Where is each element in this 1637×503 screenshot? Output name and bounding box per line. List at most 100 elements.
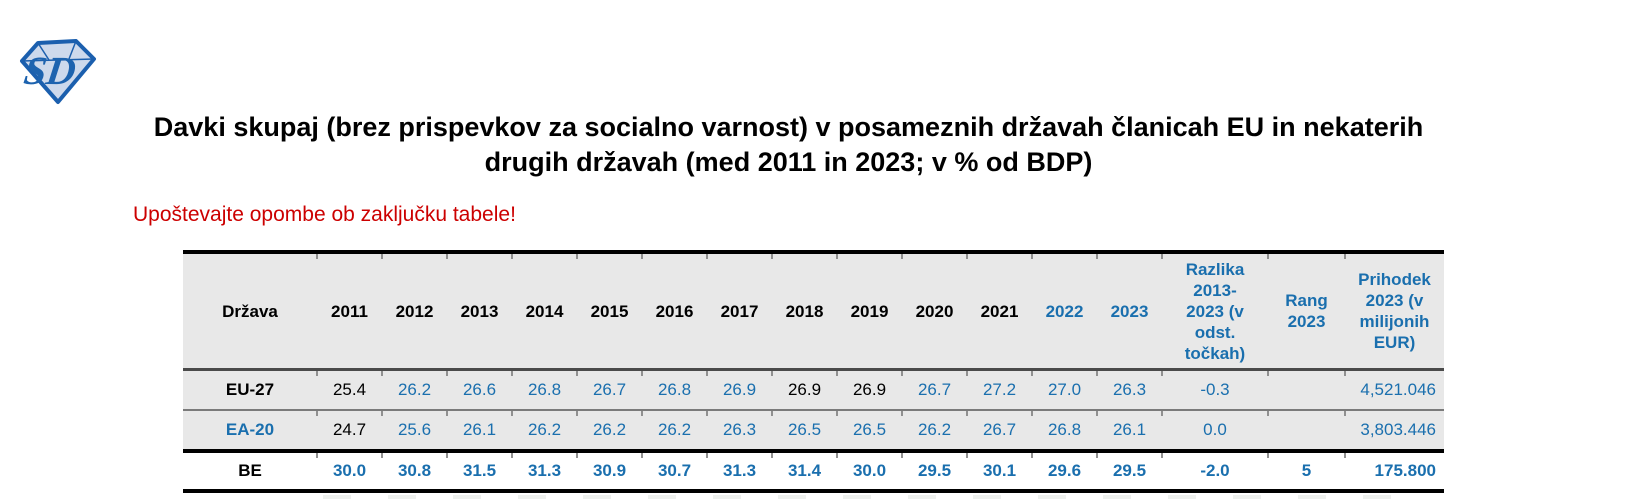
sd-logo: SD (19, 39, 97, 105)
data-cell-ea-20-y2018: 26.5 (771, 411, 837, 449)
header-cell-line: 2013- (1193, 280, 1237, 300)
header-cell-line: 2020 (915, 301, 954, 321)
header-cell-line: 2023 (v (1186, 301, 1244, 321)
data-cell-eu-27-y2012: 26.2 (381, 371, 447, 409)
data-cell-ea-20-rang (1267, 411, 1345, 449)
header-cell-line: 2015 (590, 301, 629, 321)
data-cell-eu-27-y2014: 26.8 (511, 371, 577, 409)
clipped-next-row-text (323, 495, 1424, 499)
header-cell-line: 2012 (395, 301, 434, 321)
header-cell-y2014: 2014 (511, 254, 577, 368)
header-cell-line: Rang (1285, 291, 1328, 310)
data-cell-ea-20-y2014: 26.2 (511, 411, 577, 449)
logo-letters: SD (21, 48, 78, 93)
header-cell-line: 2021 (980, 301, 1019, 321)
header-cell-y2013: 2013 (446, 254, 512, 368)
header-cell-line: 2011 (331, 301, 368, 321)
header-cell-rang: Rang 2023 (1267, 254, 1345, 368)
header-cell-line: EUR) (1373, 333, 1416, 352)
data-cell-ea-20-y2017: 26.3 (706, 411, 772, 449)
header-cell-y2021: 2021 (966, 254, 1032, 368)
data-cell-be-y2016: 30.7 (641, 453, 707, 489)
row-label-be: BE (238, 461, 262, 480)
header-cell-y2020: 2020 (901, 254, 967, 368)
data-cell-be-prihodek: 175.800 (1344, 453, 1444, 489)
header-cell-drzava: Država (183, 254, 317, 368)
data-cell-ea-20-y2012: 25.6 (381, 411, 447, 449)
data-cell-eu-27-y2019: 26.9 (836, 371, 902, 409)
data-cell-ea-20-y2019: 26.5 (836, 411, 902, 449)
data-cell-ea-20-y2021: 26.7 (966, 411, 1032, 449)
header-cell-line: Država (222, 301, 278, 321)
data-cell-eu-27-y2023: 26.3 (1096, 371, 1162, 409)
header-cell-line: milijonih (1359, 312, 1430, 331)
header-separator (183, 368, 1444, 371)
header-cell-y2023: 2023 (1096, 254, 1162, 368)
header-cell-line: Prihodek (1358, 270, 1431, 289)
clipped-next-row (183, 493, 1444, 503)
data-cell-be-y2017: 31.3 (706, 453, 772, 489)
data-cell-eu-27-y2017: 26.9 (706, 371, 772, 409)
header-cell-line: 2016 (655, 301, 694, 321)
data-cell-be-y2020: 29.5 (901, 453, 967, 489)
header-cell-line: 2022 (1045, 301, 1084, 321)
header-cell-line: odst. (1194, 322, 1236, 342)
data-cell-be-y2021: 30.1 (966, 453, 1032, 489)
data-cell-ea-20-y2011: 24.7 (316, 411, 382, 449)
page-title-line2: drugih državah (med 2011 in 2023; v % od… (484, 147, 1093, 177)
data-cell-eu-27-y2011: 25.4 (316, 371, 382, 409)
page-title: Davki skupaj (brez prispevkov za socialn… (133, 110, 1444, 180)
data-cell-be-y2013: 31.5 (446, 453, 512, 489)
header-cell-line: 2023 (v (1365, 291, 1424, 310)
header-cell-line: Razlika (1185, 259, 1245, 279)
header-cell-razlika: Razlika 2013- 2023 (v odst. točkah) (1161, 254, 1268, 368)
data-cell-eu-27-rang (1267, 371, 1345, 409)
row-separator (183, 449, 1444, 453)
data-cell-be-y2022: 29.6 (1031, 453, 1097, 489)
header-cell-line: točkah) (1184, 343, 1246, 363)
header-cell-y2019: 2019 (836, 254, 902, 368)
data-cell-eu-27-y2013: 26.6 (446, 371, 512, 409)
data-cell-be-y2019: 30.0 (836, 453, 902, 489)
header-cell-y2022: 2022 (1031, 254, 1097, 368)
header-cell-line: 2018 (785, 301, 824, 321)
data-cell-eu-27-y2016: 26.8 (641, 371, 707, 409)
table-header-row: Država 2011 2012 2013 2014 2015 2016 2017 2018 20… (183, 254, 1444, 368)
header-cell-prihodek: Prihodek 2023 (v milijonih EUR) (1344, 254, 1444, 368)
data-cell-be-y2023: 29.5 (1096, 453, 1162, 489)
data-cell-eu-27-y2018: 26.9 (771, 371, 837, 409)
data-cell-ea-20-y2015: 26.2 (576, 411, 642, 449)
data-cell-ea-20-y2023: 26.1 (1096, 411, 1162, 449)
data-cell-be-rang: 5 (1267, 453, 1345, 489)
data-cell-eu-27-y2022: 27.0 (1031, 371, 1097, 409)
table-row-be: BE 30.0 30.8 31.5 31.3 30.9 30.7 31.3 31.4 30.0 29… (183, 453, 1444, 489)
page-title-line1: Davki skupaj (brez prispevkov za socialn… (153, 112, 1424, 142)
header-cell-y2018: 2018 (771, 254, 837, 368)
row-label-ea-20: EA-20 (225, 420, 275, 439)
data-cell-eu-27-y2021: 27.2 (966, 371, 1032, 409)
row-label-eu-27: EU-27 (225, 380, 275, 399)
header-cell-y2017: 2017 (706, 254, 772, 368)
header-cell-line: 2013 (460, 301, 499, 321)
notes-warning: Upoštevajte opombe ob zaključku tabele! (133, 203, 516, 226)
header-cell-y2011: 2011 (316, 254, 382, 368)
header-cell-line: 2017 (720, 301, 759, 321)
data-table: Država 2011 2012 2013 2014 2015 2016 2017 2018 20… (183, 250, 1444, 503)
data-cell-ea-20-y2020: 26.2 (901, 411, 967, 449)
data-cell-ea-20-y2013: 26.1 (446, 411, 512, 449)
data-cell-eu-27-prihodek: 4,521.046 (1344, 371, 1444, 409)
data-cell-ea-20-y2022: 26.8 (1031, 411, 1097, 449)
header-cell-y2016: 2016 (641, 254, 707, 368)
table-top-border (183, 250, 1444, 254)
data-cell-ea-20-y2016: 26.2 (641, 411, 707, 449)
data-cell-ea-20-razlika: 0.0 (1161, 411, 1268, 449)
header-cell-y2015: 2015 (576, 254, 642, 368)
data-cell-be-y2011: 30.0 (316, 453, 382, 489)
header-cell-line: 2023 (1287, 312, 1326, 331)
header-cell-line: 2019 (850, 301, 889, 321)
data-cell-be-y2012: 30.8 (381, 453, 447, 489)
table-row-ea-20: EA-20 24.7 25.6 26.1 26.2 26.2 26.2 26.3 26.5 26.… (183, 411, 1444, 449)
data-cell-eu-27-y2015: 26.7 (576, 371, 642, 409)
gem-logo-icon: SD (20, 39, 96, 104)
data-cell-ea-20-prihodek: 3,803.446 (1344, 411, 1444, 449)
